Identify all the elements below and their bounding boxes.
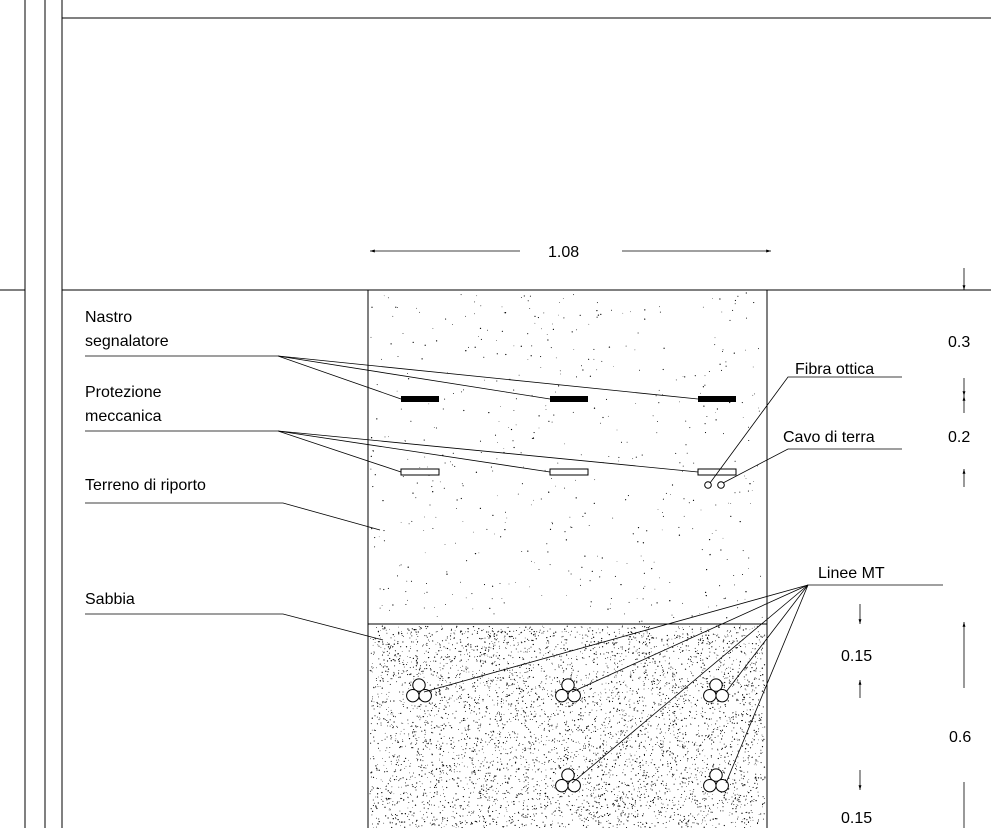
depth-dimensions: 0.3 0.2 0.6 0.15 0.15 [841,268,971,828]
dim-mid-text: 0.2 [948,429,970,446]
dim-sand-upper-text: 0.15 [841,648,872,665]
mv-cable-triplets [406,678,729,793]
leader-lines [85,355,943,784]
label-terreno: Terreno di riporto [85,477,206,494]
warning-tape-center [550,396,588,402]
width-dimension: 1.08 [370,244,771,261]
backfill-soil-texture [369,292,763,623]
sand-texture [369,625,766,828]
warning-tape-left [401,396,439,402]
labels: Nastro segnalatore Protezione meccanica … [85,309,885,608]
label-cavo: Cavo di terra [783,429,875,446]
protection-plate-center [549,468,589,476]
protection-plates [400,468,737,476]
mv-cable-triplet [555,768,581,793]
mv-cable-triplet [703,678,729,703]
trench-outline [367,290,768,828]
dim-sand-lower-text: 0.15 [841,810,872,827]
label-nastro-line2: segnalatore [85,333,169,350]
label-fibra: Fibra ottica [795,361,874,378]
label-protezione-line1: Protezione [85,384,162,401]
label-linee: Linee MT [818,565,885,582]
warning-tapes [401,396,736,402]
mv-cable-triplet [406,678,432,703]
mv-cable-triplet [703,768,729,793]
label-protezione-line2: meccanica [85,408,162,425]
earth-cable [717,481,725,489]
mv-cable-triplet [555,678,581,703]
label-sabbia: Sabbia [85,591,135,608]
small-cables [704,481,725,489]
fiber-optic-cable [704,481,712,489]
dim-top-text: 0.3 [948,334,970,351]
label-nastro-line1: Nastro [85,309,132,326]
warning-tape-right [698,396,736,402]
dim-width-text: 1.08 [548,244,579,261]
protection-plate-left [400,468,440,476]
dim-sand-total-text: 0.6 [949,729,971,746]
